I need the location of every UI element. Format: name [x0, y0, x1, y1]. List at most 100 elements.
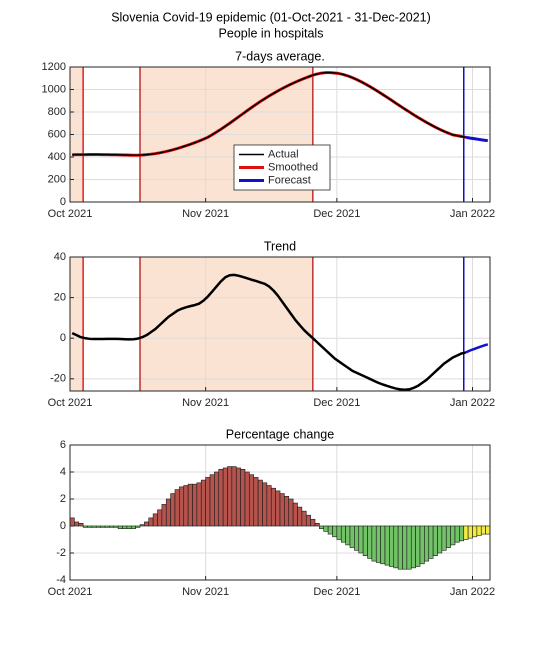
bar — [332, 525, 338, 538]
axes-box — [69, 66, 491, 203]
bar — [371, 525, 377, 562]
bar — [419, 525, 425, 565]
bar — [144, 521, 150, 527]
x-tick-label: Jan 2022 — [450, 397, 495, 409]
bar — [450, 525, 456, 546]
bar — [362, 525, 368, 557]
bar — [297, 506, 303, 527]
bar — [292, 502, 298, 527]
bar — [183, 485, 189, 527]
x-tick-label: Dec 2021 — [313, 397, 360, 409]
bar — [485, 525, 491, 535]
figure-subtitle: People in hospitals — [219, 26, 324, 40]
bar — [284, 495, 290, 527]
bar — [459, 525, 465, 542]
bar — [126, 525, 132, 530]
bar — [69, 517, 75, 527]
x-tick-label: Dec 2021 — [313, 586, 360, 598]
bar — [314, 522, 320, 527]
subplot-title: Percentage change — [226, 427, 334, 441]
bar — [192, 483, 198, 527]
bar — [209, 474, 215, 527]
figure-title: Slovenia Covid-19 epidemic (01-Oct-2021 … — [111, 10, 431, 24]
bar — [424, 525, 430, 562]
bar — [305, 514, 311, 527]
bar — [445, 525, 451, 548]
bar — [139, 524, 145, 527]
bar — [310, 518, 316, 527]
bar — [275, 490, 281, 527]
y-tick-label: 200 — [48, 173, 66, 185]
y-tick-label: 0 — [60, 332, 66, 344]
legend-box — [233, 144, 331, 191]
bar — [327, 525, 333, 535]
line-series — [465, 135, 489, 143]
bar — [170, 493, 176, 527]
y-tick-label: 1200 — [42, 61, 66, 73]
bar — [113, 525, 119, 528]
bar — [358, 525, 364, 554]
bar — [384, 525, 390, 566]
bar — [187, 483, 193, 527]
bar — [222, 467, 228, 527]
x-tick-label: Oct 2021 — [48, 586, 93, 598]
bar — [367, 525, 373, 559]
bar — [161, 504, 167, 527]
bar — [231, 466, 237, 527]
bar — [410, 525, 416, 569]
bar — [100, 525, 106, 528]
y-tick-label: 2 — [60, 493, 66, 505]
bar — [301, 510, 307, 527]
y-tick-label: 40 — [54, 251, 66, 263]
bar — [467, 525, 473, 539]
bar — [109, 525, 115, 528]
bar — [205, 477, 211, 527]
bar — [441, 525, 447, 551]
bar — [397, 525, 403, 570]
y-tick-label: 800 — [48, 106, 66, 118]
y-tick-label: 0 — [60, 196, 66, 208]
bar — [454, 525, 460, 543]
bar — [130, 525, 136, 530]
bar — [380, 525, 386, 565]
x-tick-label: Nov 2021 — [182, 208, 229, 220]
bar — [104, 525, 110, 528]
bar — [78, 522, 84, 527]
bar — [82, 525, 88, 528]
y-tick-label: 400 — [48, 151, 66, 163]
bar — [262, 482, 268, 527]
bar — [345, 525, 351, 546]
bar — [463, 525, 469, 540]
bar — [349, 525, 355, 548]
bar — [117, 525, 123, 530]
bar — [240, 468, 246, 527]
bar — [393, 525, 399, 569]
bar — [249, 474, 255, 527]
bar — [227, 466, 233, 527]
bar — [340, 525, 346, 543]
bar — [375, 525, 381, 563]
bar — [402, 525, 408, 570]
y-tick-label: 0 — [60, 520, 66, 532]
legend-label: Forecast — [268, 174, 311, 186]
x-tick-label: Jan 2022 — [450, 208, 495, 220]
x-tick-label: Oct 2021 — [48, 208, 93, 220]
bar — [437, 525, 443, 554]
bar — [74, 521, 80, 527]
bar — [336, 525, 342, 540]
legend-label: Smoothed — [268, 161, 318, 173]
bar — [218, 468, 224, 527]
bar — [354, 525, 360, 551]
y-tick-label: -20 — [50, 373, 66, 385]
bar — [257, 479, 263, 527]
subplot-title: 7-days average. — [235, 49, 325, 63]
bar — [122, 525, 128, 530]
bar — [406, 525, 412, 570]
bar — [288, 498, 294, 527]
y-tick-label: -4 — [56, 574, 66, 586]
bar — [91, 525, 97, 528]
bar — [472, 525, 478, 538]
bar — [428, 525, 434, 559]
bar — [95, 525, 101, 528]
